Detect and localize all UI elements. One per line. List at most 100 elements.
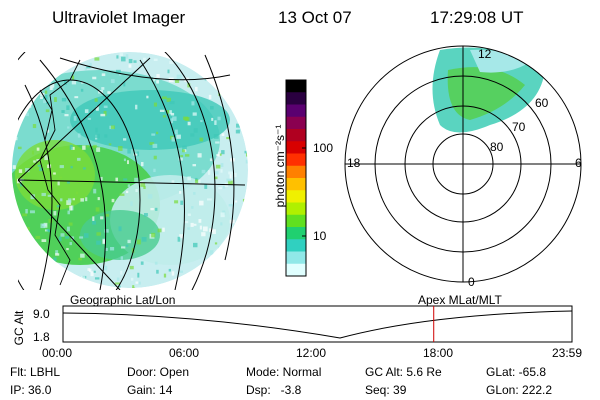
- emission-speck: [105, 247, 108, 251]
- emission-speck: [220, 222, 223, 226]
- emission-speck: [47, 164, 52, 169]
- emission-speck: [126, 160, 129, 165]
- emission-speck: [207, 170, 211, 175]
- emission-speck: [40, 93, 45, 97]
- colorbar-swatch: [286, 129, 306, 142]
- emission-speck: [187, 213, 191, 216]
- emission-speck: [101, 87, 105, 90]
- emission-speck: [30, 194, 36, 200]
- lat-label-60: 60: [535, 96, 549, 110]
- emission-speck: [96, 147, 101, 152]
- emission-speck: [108, 143, 112, 146]
- emission-speck: [67, 210, 70, 215]
- emission-speck: [187, 121, 191, 126]
- emission-speck: [25, 168, 30, 173]
- emission-speck: [43, 94, 48, 100]
- emission-speck: [44, 229, 49, 232]
- emission-speck: [120, 270, 123, 275]
- emission-speck: [136, 151, 140, 157]
- uv-emission-disk: [12, 52, 248, 288]
- status-glat: GLat: -65.8: [486, 365, 547, 379]
- emission-speck: [36, 147, 40, 151]
- emission-speck: [156, 74, 160, 78]
- status-mode: Mode: Normal: [246, 365, 322, 379]
- emission-speck: [220, 169, 223, 173]
- emission-speck: [102, 239, 106, 245]
- emission-speck: [143, 185, 146, 190]
- emission-speck: [115, 177, 118, 182]
- polar-emission: [432, 47, 545, 133]
- emission-speck: [111, 198, 115, 203]
- emission-speck: [39, 96, 43, 100]
- emission-speck: [146, 95, 149, 99]
- emission-speck: [199, 137, 204, 142]
- alt-plot-ytick-9: 9.0: [33, 307, 50, 321]
- emission-speck: [153, 155, 157, 160]
- emission-speck: [120, 246, 126, 249]
- emission-speck: [18, 169, 23, 173]
- emission-speck: [182, 145, 187, 150]
- emission-speck: [184, 221, 189, 224]
- status-glon: GLon: 222.2: [486, 383, 553, 397]
- emission-speck: [130, 201, 133, 207]
- emission-speck: [67, 126, 70, 129]
- emission-speck: [37, 164, 41, 167]
- emission-speck: [115, 282, 121, 285]
- emission-speck: [142, 57, 146, 61]
- emission-speck: [103, 105, 108, 108]
- emission-speck: [93, 188, 97, 194]
- emission-speck: [53, 257, 57, 262]
- emission-speck: [127, 239, 131, 244]
- emission-speck: [96, 232, 101, 236]
- emission-speck: [245, 159, 248, 164]
- colorbar-swatch: [286, 214, 306, 228]
- emission-speck: [226, 136, 230, 140]
- emission-speck: [72, 198, 76, 201]
- emission-speck: [87, 268, 91, 271]
- emission-speck: [94, 57, 100, 61]
- emission-speck: [153, 76, 156, 82]
- emission-speck: [59, 165, 64, 169]
- emission-speck: [46, 129, 50, 133]
- emission-speck: [228, 204, 234, 207]
- colorbar-frame: [285, 79, 307, 277]
- emission-speck: [236, 123, 241, 128]
- alt-plot-xtick-1: 06:00: [169, 346, 200, 360]
- emission-speck: [48, 218, 53, 223]
- emission-speck: [220, 163, 224, 167]
- emission-speck: [171, 271, 175, 276]
- emission-speck: [80, 276, 86, 279]
- emission-speck: [40, 223, 46, 229]
- emission-speck: [174, 200, 179, 204]
- alt-plot-xtick-0: 00:00: [42, 346, 73, 360]
- emission-speck: [211, 117, 214, 121]
- emission-speck: [75, 191, 78, 195]
- emission-speck: [80, 253, 85, 258]
- emission-speck: [138, 281, 141, 285]
- emission-speck: [29, 210, 35, 214]
- colorbar-swatch: [286, 239, 306, 252]
- emission-speck: [161, 96, 167, 100]
- emission-speck: [176, 134, 181, 139]
- emission-speck: [193, 242, 198, 248]
- emission-speck: [49, 83, 55, 88]
- status-door: Door: Open: [127, 365, 190, 379]
- emission-speck: [137, 272, 140, 278]
- alt-plot-xtick-3: 18:00: [423, 346, 454, 360]
- emission-speck: [94, 277, 100, 280]
- emission-speck: [246, 152, 248, 157]
- emission-speck: [92, 76, 97, 80]
- emission-speck: [215, 141, 220, 144]
- emission-speck: [187, 176, 191, 181]
- emission-speck: [41, 239, 47, 242]
- emission-speck: [157, 228, 162, 233]
- emission-speck: [90, 271, 94, 277]
- emission-speck: [221, 150, 225, 155]
- emission-speck: [179, 270, 184, 273]
- emission-speck: [171, 180, 175, 184]
- emission-speck: [136, 239, 141, 245]
- alt-plot-ytick-1: 1.8: [33, 330, 50, 344]
- emission-speck: [119, 53, 124, 57]
- emission-speck: [140, 162, 144, 167]
- emission-speck: [150, 207, 154, 211]
